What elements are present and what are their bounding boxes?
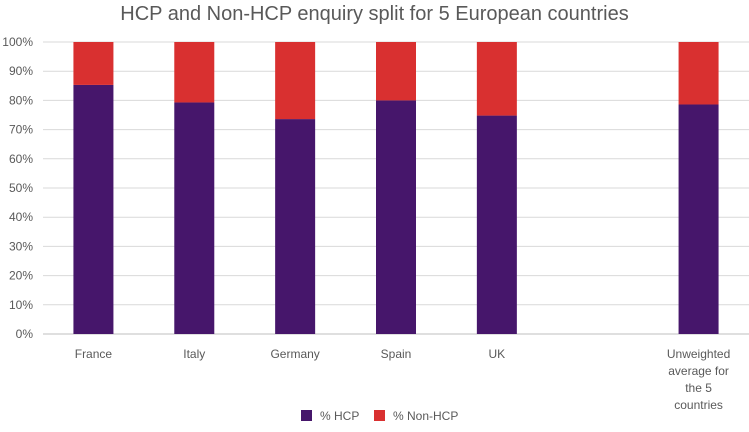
- x-tick-label: Germany: [270, 347, 319, 361]
- y-tick-label: 100%: [2, 35, 33, 49]
- x-tick-label: Italy: [183, 347, 205, 361]
- bar-segment: [73, 84, 114, 334]
- y-tick-label: 90%: [9, 64, 33, 78]
- y-tick-label: 60%: [9, 152, 33, 166]
- y-tick-label: 50%: [9, 181, 33, 195]
- legend-swatch: [374, 410, 385, 421]
- bar-segment: [73, 42, 114, 85]
- x-axis: France Italy Germany Spain UK Unweighted avera…: [75, 347, 731, 412]
- bar-segment: [275, 119, 316, 334]
- legend-label: % HCP: [320, 409, 359, 423]
- bar-segment: [275, 42, 316, 120]
- legend-label: % Non-HCP: [393, 409, 458, 423]
- bar-segment: [678, 104, 719, 334]
- bar-segment: [174, 42, 215, 103]
- legend-swatch: [301, 410, 312, 421]
- y-axis: 0% 10% 20% 30% 40% 50% 60% 70% 80% 90% 100%: [2, 35, 33, 341]
- y-tick-label: 0%: [16, 327, 34, 341]
- bar-segment: [376, 100, 416, 335]
- bar-segment: [678, 42, 719, 105]
- bar-segment: [174, 102, 215, 334]
- bars: [73, 42, 719, 335]
- bar-segment: [376, 42, 416, 101]
- bar-segment: [476, 42, 517, 116]
- x-tick-label: UK: [489, 347, 506, 361]
- x-tick-label: Unweighted average for the 5 countries: [667, 347, 730, 412]
- y-tick-label: 20%: [9, 269, 33, 283]
- y-tick-label: 80%: [9, 93, 33, 107]
- x-tick-label: France: [75, 347, 113, 361]
- y-tick-label: 40%: [9, 210, 33, 224]
- y-tick-label: 10%: [9, 298, 33, 312]
- x-tick-label: Spain: [381, 347, 412, 361]
- y-tick-label: 30%: [9, 239, 33, 253]
- chart-title: HCP and Non-HCP enquiry split for 5 Euro…: [120, 3, 628, 25]
- legend: % HCP % Non-HCP: [301, 409, 458, 423]
- y-tick-label: 70%: [9, 123, 33, 137]
- bar-segment: [476, 115, 517, 334]
